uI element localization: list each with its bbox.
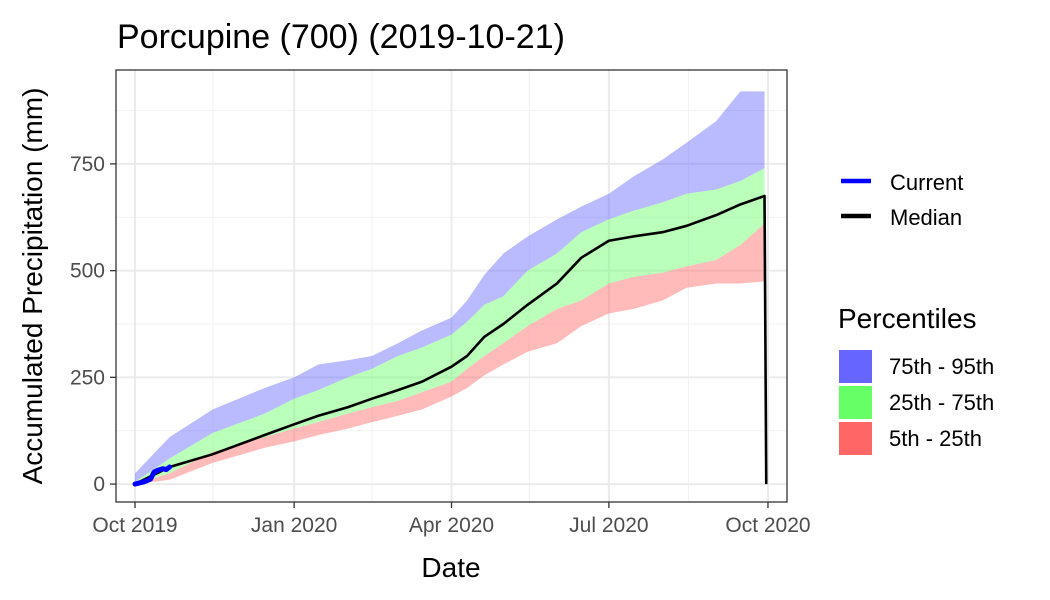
grid-lines [116, 70, 787, 502]
x-tick-label: Jan 2020 [251, 514, 337, 537]
current-line [132, 464, 173, 487]
y-axis-title: Accumulated Precipitation (mm) [17, 88, 48, 485]
x-tick-label: Apr 2020 [409, 514, 494, 537]
legend-25-75-label: 25th - 75th [889, 390, 994, 415]
series-lines [132, 194, 768, 487]
x-tick-label: Oct 2019 [92, 514, 177, 537]
x-axis-title: Date [421, 552, 480, 583]
legend-5-25-swatch [839, 422, 872, 455]
y-tick-label: 750 [70, 153, 105, 176]
x-axis: Oct 2019 Jan 2020 Apr 2020 Jul 2020 Oct 2020 [92, 502, 811, 537]
chart-title: Porcupine (700) (2019-10-21) [117, 18, 565, 56]
median-line [134, 194, 768, 486]
x-tick-label: Oct 2020 [725, 514, 810, 537]
legend-25-75-swatch [839, 386, 872, 419]
band-5-25 [135, 223, 765, 485]
band-25-75 [135, 168, 765, 485]
legend-current-label: Current [890, 170, 963, 195]
legend-5-25-label: 5th - 25th [889, 426, 982, 451]
x-tick-label: Jul 2020 [569, 514, 648, 537]
legend-75-95-label: 75th - 95th [889, 354, 994, 379]
legend-median-label: Median [890, 205, 962, 230]
legend-lines: Current Median [841, 170, 963, 230]
y-tick-label: 250 [70, 366, 105, 389]
band-75-95 [135, 91, 765, 482]
y-tick-label: 500 [70, 260, 105, 283]
legend-percentiles: Percentiles 75th - 95th 25th - 75th 5th … [838, 303, 994, 455]
legend: Current Median Percentiles 75th - 95th 2… [838, 170, 994, 455]
legend-percentiles-title: Percentiles [838, 303, 977, 334]
y-axis: 0 250 500 750 [70, 153, 116, 496]
plot-panel [115, 69, 788, 503]
legend-75-95-swatch [839, 350, 872, 383]
percentile-bands [135, 91, 765, 485]
y-tick-label: 0 [93, 473, 105, 496]
